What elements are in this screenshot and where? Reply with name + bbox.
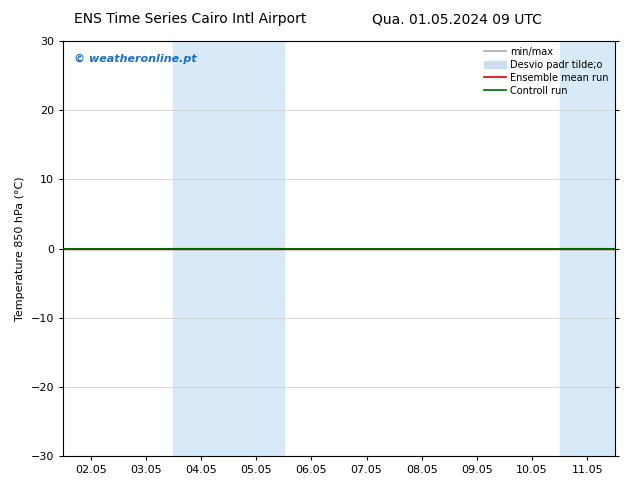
Bar (174, 41, 284, 456)
Text: Qua. 01.05.2024 09 UTC: Qua. 01.05.2024 09 UTC (372, 12, 541, 26)
Text: © weatheronline.pt: © weatheronline.pt (74, 53, 197, 64)
Bar (560, 41, 634, 456)
Text: ENS Time Series Cairo Intl Airport: ENS Time Series Cairo Intl Airport (74, 12, 306, 26)
Y-axis label: Temperature 850 hPa (°C): Temperature 850 hPa (°C) (15, 176, 25, 321)
Legend: min/max, Desvio padr tilde;o, Ensemble mean run, Controll run: min/max, Desvio padr tilde;o, Ensemble m… (481, 43, 613, 99)
